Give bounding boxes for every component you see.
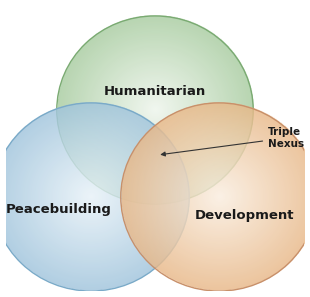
Text: Peacebuilding: Peacebuilding bbox=[5, 203, 111, 216]
Text: Development: Development bbox=[195, 209, 294, 222]
Text: Triple
Nexus: Triple Nexus bbox=[162, 127, 304, 156]
Text: Humanitarian: Humanitarian bbox=[104, 85, 206, 98]
